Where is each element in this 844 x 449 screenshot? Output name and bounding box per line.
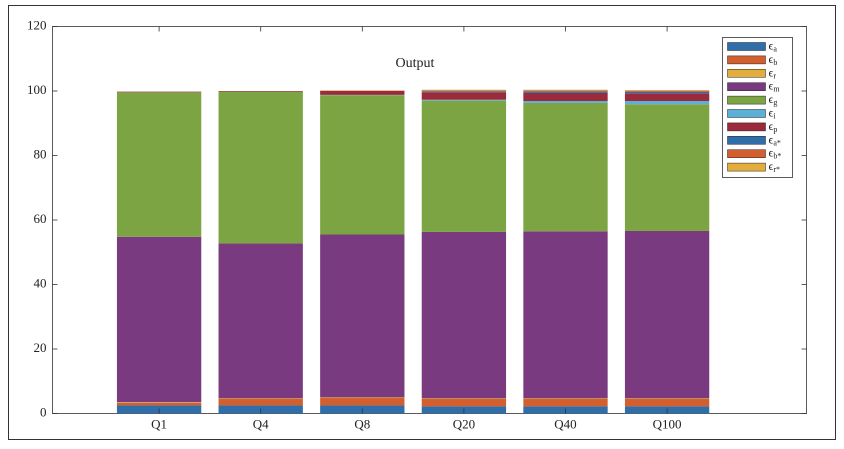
legend-label: ϵm bbox=[769, 78, 781, 93]
y-tick-label: 0 bbox=[40, 404, 47, 419]
legend-label: ϵg bbox=[769, 92, 778, 107]
y-tick-label: 60 bbox=[34, 211, 47, 226]
legend-swatch bbox=[727, 162, 766, 172]
bar-segment bbox=[624, 100, 710, 105]
legend-swatch bbox=[727, 55, 766, 65]
bar-segment bbox=[624, 91, 710, 94]
x-tick-label: Q100 bbox=[653, 416, 682, 431]
bar-segment bbox=[218, 243, 303, 399]
legend-label: ϵr bbox=[769, 65, 777, 80]
bar-segment bbox=[218, 398, 303, 406]
bar-segment bbox=[116, 236, 202, 403]
bar-segment bbox=[624, 90, 710, 92]
legend-label: ϵr* bbox=[769, 159, 781, 174]
legend-label: ϵa* bbox=[769, 132, 781, 147]
legend-swatch bbox=[727, 42, 766, 51]
x-tick-label: Q40 bbox=[554, 416, 576, 431]
bar-segment bbox=[218, 91, 303, 92]
legend-label: ϵp bbox=[769, 119, 778, 134]
bar-segment bbox=[523, 91, 608, 93]
bar-segment bbox=[421, 91, 507, 93]
chart-title: Output bbox=[396, 56, 435, 71]
legend-swatch bbox=[727, 69, 766, 78]
bar-segment bbox=[523, 92, 608, 101]
x-tick-label: Q4 bbox=[253, 416, 269, 431]
bar-segment bbox=[624, 93, 710, 101]
x-tick-label: Q8 bbox=[354, 416, 370, 431]
bar-segment bbox=[421, 92, 507, 100]
bar-segment bbox=[320, 91, 405, 95]
bar-segment bbox=[624, 398, 710, 407]
legend-swatch bbox=[727, 95, 766, 105]
legend-swatch bbox=[727, 109, 766, 118]
legend-label: ϵb bbox=[769, 52, 778, 67]
bar-segment bbox=[624, 398, 710, 399]
bar-segment bbox=[421, 100, 507, 232]
legend-label: ϵi bbox=[769, 105, 777, 120]
bar-segment bbox=[116, 402, 202, 403]
bar-segment bbox=[523, 102, 608, 232]
legend-label: ϵa bbox=[769, 38, 778, 53]
bar-segment bbox=[624, 90, 710, 91]
legend-swatch bbox=[727, 136, 766, 145]
bar-segment bbox=[624, 104, 710, 231]
bar-segment bbox=[218, 398, 303, 399]
legend-label: ϵb* bbox=[769, 145, 782, 160]
bar-segment bbox=[523, 398, 608, 399]
bar-segment bbox=[523, 398, 608, 407]
bar-segment bbox=[421, 99, 507, 101]
bar-segment bbox=[320, 234, 405, 398]
bar-segment bbox=[421, 231, 507, 399]
bar-segment bbox=[421, 398, 507, 407]
bar-segment bbox=[421, 90, 507, 92]
y-tick-label: 80 bbox=[34, 146, 47, 161]
bar-segment bbox=[116, 402, 202, 406]
x-tick-label: Q20 bbox=[453, 416, 475, 431]
bar-segment bbox=[421, 89, 507, 91]
y-tick-label: 20 bbox=[34, 340, 47, 355]
bar-segment bbox=[320, 397, 405, 399]
bar-segment bbox=[218, 91, 303, 244]
bar-segment bbox=[523, 90, 608, 92]
y-tick-label: 120 bbox=[27, 17, 47, 32]
bar-segment bbox=[116, 92, 202, 237]
x-tick-label: Q1 bbox=[151, 416, 167, 431]
bar-segment bbox=[523, 100, 608, 103]
legend-swatch bbox=[727, 149, 766, 158]
bar-segment bbox=[320, 398, 405, 406]
bar-segment bbox=[421, 398, 507, 399]
bar-segment bbox=[523, 89, 608, 91]
legend-swatch bbox=[727, 122, 766, 132]
bar-segment bbox=[624, 230, 710, 399]
bar-segment bbox=[320, 95, 405, 235]
bar-segment bbox=[523, 231, 608, 399]
bar-segment bbox=[116, 91, 202, 93]
y-tick-label: 100 bbox=[27, 82, 47, 97]
legend-swatch bbox=[727, 82, 766, 91]
y-tick-label: 40 bbox=[34, 275, 47, 290]
